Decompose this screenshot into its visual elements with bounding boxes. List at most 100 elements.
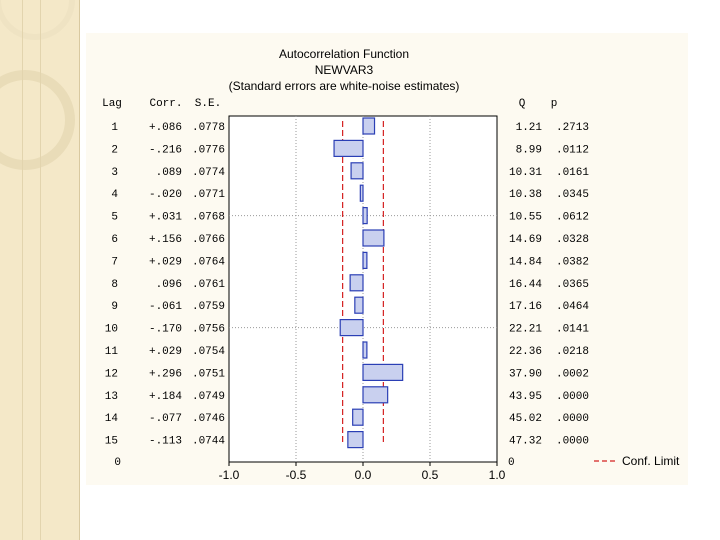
- corr-value: +.184: [149, 391, 182, 403]
- corr-value: -.216: [149, 144, 182, 156]
- lag-label: 11: [105, 346, 119, 358]
- lag-label: 8: [111, 279, 118, 291]
- header-p: p: [551, 98, 558, 110]
- lag-label: 1: [111, 122, 118, 134]
- bar: [362, 386, 389, 404]
- bar: [362, 117, 376, 135]
- q-value: 17.16: [509, 301, 542, 313]
- q-value: 14.84: [509, 256, 542, 268]
- p-value: .0365: [556, 279, 589, 291]
- lag-label: 14: [105, 413, 119, 425]
- bar: [362, 207, 368, 225]
- bar: [352, 408, 364, 426]
- bar: [333, 139, 364, 158]
- q-value: 37.90: [509, 368, 542, 380]
- q-value: 10.38: [509, 189, 542, 201]
- lag-label: 6: [111, 234, 118, 246]
- bar: [362, 229, 385, 247]
- se-value: .0764: [192, 256, 225, 268]
- se-value: .0746: [192, 413, 225, 425]
- side-ring-decoration: [0, 70, 75, 170]
- q-value: 10.55: [509, 212, 542, 224]
- x-tick-label: -1.0: [219, 468, 240, 482]
- bars: [333, 117, 404, 449]
- acf-chart: Autocorrelation Function NEWVAR3 (Standa…: [102, 47, 680, 482]
- lag-label: 13: [105, 391, 118, 403]
- q-value: 1.21: [516, 122, 543, 134]
- legend-label: Conf. Limit: [622, 454, 680, 468]
- corr-value: -.170: [149, 324, 182, 336]
- bar: [339, 319, 364, 337]
- lag-label: 9: [111, 301, 118, 313]
- corr-value: +.031: [149, 212, 182, 224]
- se-value: .0771: [192, 189, 225, 201]
- corr-value: +.029: [149, 346, 182, 358]
- se-value: .0754: [192, 346, 225, 358]
- corr-value: +.296: [149, 368, 182, 380]
- se-value: .0761: [192, 279, 225, 291]
- zero-row-right: 0: [508, 457, 515, 469]
- x-tick-label: 0.5: [422, 468, 439, 482]
- lag-label: 10: [105, 324, 118, 336]
- p-value: .0464: [556, 301, 589, 313]
- lag-label: 7: [111, 256, 118, 268]
- zero-row-left: 0: [114, 457, 121, 469]
- p-value: .0328: [556, 234, 589, 246]
- q-value: 16.44: [509, 279, 542, 291]
- corr-value: +.029: [149, 256, 182, 268]
- lag-label: 4: [111, 189, 118, 201]
- se-value: .0751: [192, 368, 225, 380]
- q-value: 10.31: [509, 167, 542, 179]
- table-rows: 1 +.086 .0778 1.21 .2713 2 -.216 .0776 8.99 .0112…: [105, 122, 590, 448]
- p-value: .0161: [556, 167, 589, 179]
- bar: [354, 296, 364, 314]
- x-tick-label: -0.5: [286, 468, 307, 482]
- bar: [362, 251, 368, 269]
- se-value: .0774: [192, 167, 225, 179]
- p-value: .0382: [556, 256, 589, 268]
- bar: [362, 341, 368, 359]
- corr-value: +.086: [149, 122, 182, 134]
- bar: [347, 431, 364, 449]
- lag-label: 5: [111, 212, 118, 224]
- lag-label: 3: [111, 167, 118, 179]
- corr-value: .089: [156, 167, 182, 179]
- se-value: .0759: [192, 301, 225, 313]
- bar: [362, 363, 404, 381]
- q-value: 14.69: [509, 234, 542, 246]
- q-value: 43.95: [509, 391, 542, 403]
- header-q: Q: [519, 98, 526, 110]
- q-value: 22.36: [509, 346, 542, 358]
- p-value: .0000: [556, 413, 589, 425]
- header-se: S.E.: [195, 98, 221, 110]
- chart-note: (Standard errors are white-noise estimat…: [229, 79, 460, 93]
- se-value: .0778: [192, 122, 225, 134]
- se-value: .0776: [192, 144, 225, 156]
- q-value: 47.32: [509, 436, 542, 448]
- corr-value: .096: [156, 279, 182, 291]
- x-axis-ticks: -1.0 -0.5 0.0 0.5 1.0: [219, 462, 506, 482]
- p-value: .0345: [556, 189, 589, 201]
- lag-label: 2: [111, 144, 118, 156]
- p-value: .0000: [556, 391, 589, 403]
- lag-label: 12: [105, 368, 118, 380]
- p-value: .0002: [556, 368, 589, 380]
- se-value: .0744: [192, 436, 225, 448]
- corr-value: -.061: [149, 301, 182, 313]
- se-value: .0756: [192, 324, 225, 336]
- se-value: .0766: [192, 234, 225, 246]
- x-tick-label: 1.0: [489, 468, 506, 482]
- bar: [359, 184, 364, 202]
- p-value: .0112: [556, 144, 589, 156]
- header-corr: Corr.: [149, 98, 182, 110]
- p-value: .0141: [556, 324, 589, 336]
- se-value: .0749: [192, 391, 225, 403]
- p-value: .2713: [556, 122, 589, 134]
- bar: [349, 274, 364, 292]
- bar: [350, 162, 364, 180]
- q-value: 8.99: [516, 144, 542, 156]
- corr-value: -.113: [149, 436, 182, 448]
- side-line: [40, 0, 41, 540]
- lag-label: 15: [105, 436, 118, 448]
- corr-value: -.020: [149, 189, 182, 201]
